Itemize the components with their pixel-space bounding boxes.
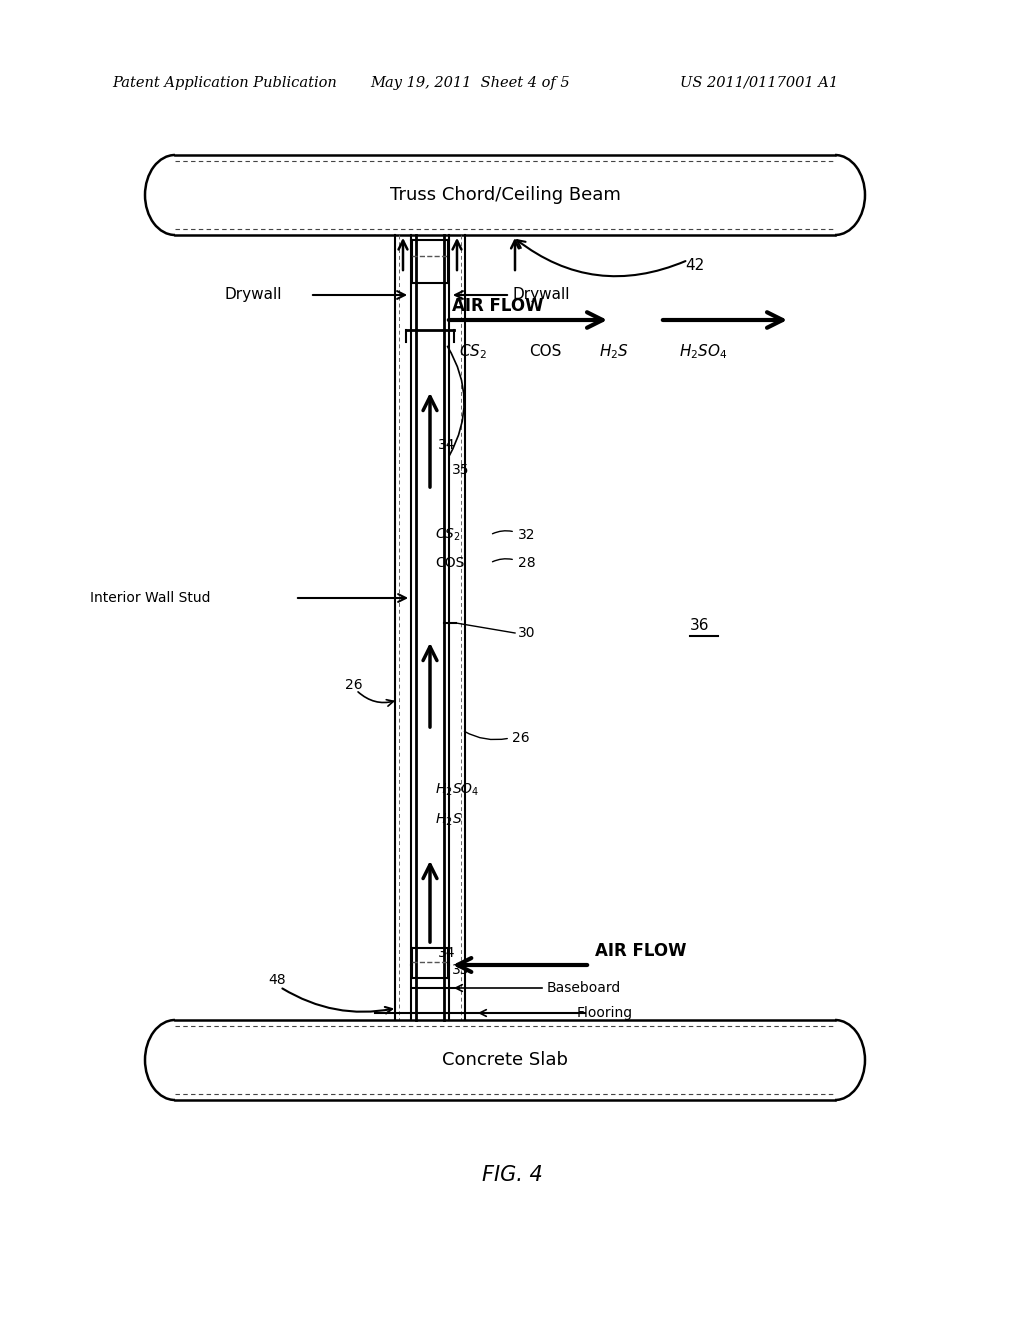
- Text: 26: 26: [512, 731, 529, 744]
- Text: AIR FLOW: AIR FLOW: [452, 297, 544, 315]
- Text: $CS_2$: $CS_2$: [459, 343, 487, 362]
- Text: $H_2SO_4$: $H_2SO_4$: [679, 343, 727, 362]
- Text: 28: 28: [518, 556, 536, 570]
- Text: Interior Wall Stud: Interior Wall Stud: [90, 591, 211, 605]
- Text: $H_2S$: $H_2S$: [599, 343, 629, 362]
- Text: Patent Application Publication: Patent Application Publication: [112, 77, 337, 90]
- Text: 32: 32: [518, 528, 536, 543]
- Text: 34: 34: [438, 438, 456, 451]
- Text: Concrete Slab: Concrete Slab: [442, 1051, 568, 1069]
- Text: $CS_2$: $CS_2$: [435, 527, 461, 544]
- Text: US 2011/0117001 A1: US 2011/0117001 A1: [680, 77, 838, 90]
- Text: 30: 30: [518, 626, 536, 640]
- Text: Baseboard: Baseboard: [547, 981, 622, 995]
- Text: 48: 48: [268, 973, 286, 987]
- Text: 36: 36: [690, 618, 710, 632]
- Text: May 19, 2011  Sheet 4 of 5: May 19, 2011 Sheet 4 of 5: [370, 77, 569, 90]
- Text: Truss Chord/Ceiling Beam: Truss Chord/Ceiling Beam: [389, 186, 621, 205]
- Text: 35: 35: [452, 463, 469, 477]
- Text: 35: 35: [452, 964, 469, 977]
- Text: COS: COS: [529, 345, 561, 359]
- Text: 42: 42: [685, 257, 705, 272]
- Text: Drywall: Drywall: [512, 288, 569, 302]
- Text: Drywall: Drywall: [225, 288, 283, 302]
- Text: Flooring: Flooring: [577, 1006, 633, 1020]
- Text: 26: 26: [345, 678, 362, 692]
- Text: AIR FLOW: AIR FLOW: [595, 942, 686, 960]
- Text: $H_2S$: $H_2S$: [435, 812, 463, 828]
- Text: 34: 34: [438, 946, 456, 960]
- Text: $H_2SO_4$: $H_2SO_4$: [435, 781, 479, 799]
- Text: FIG. 4: FIG. 4: [481, 1166, 543, 1185]
- Text: COS: COS: [435, 556, 464, 570]
